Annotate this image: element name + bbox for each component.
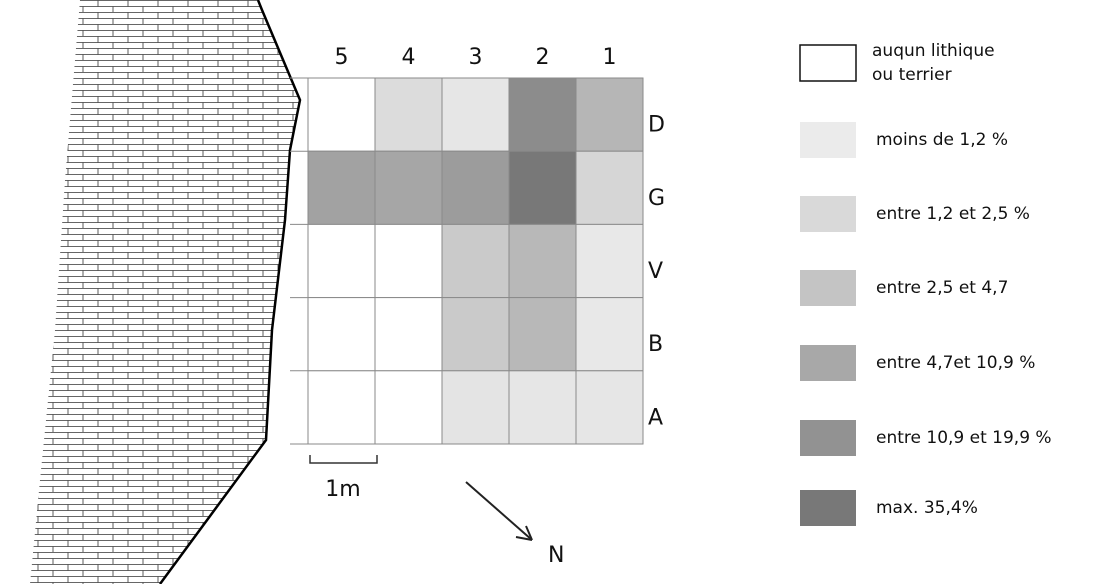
legend-swatch bbox=[800, 420, 856, 456]
grid-cell bbox=[575, 77, 644, 152]
grid-cell bbox=[374, 150, 443, 225]
column-label: 4 bbox=[402, 45, 416, 70]
excavation-grid: 5 4 3 2 1 D G V B A bbox=[290, 45, 665, 445]
legend-swatch bbox=[800, 270, 856, 306]
grid-cell bbox=[374, 370, 443, 445]
row-label: A bbox=[648, 405, 663, 430]
legend-label: entre 4,7et 10,9 % bbox=[876, 353, 1035, 373]
legend-swatch bbox=[799, 44, 857, 82]
grid-cell bbox=[441, 77, 510, 152]
column-label: 5 bbox=[335, 45, 349, 70]
row-label: V bbox=[648, 259, 663, 284]
column-label: 2 bbox=[536, 45, 550, 70]
scale-line bbox=[309, 455, 378, 464]
grid-cell bbox=[508, 297, 577, 372]
legend-label: max. 35,4% bbox=[876, 498, 978, 518]
scale-bar: 1m bbox=[309, 455, 378, 502]
legend-label: ou terrier bbox=[872, 65, 952, 85]
grid-cell bbox=[508, 77, 577, 152]
grid-cell bbox=[441, 223, 510, 299]
legend-label: entre 2,5 et 4,7 bbox=[876, 278, 1008, 298]
grid-cell bbox=[441, 370, 510, 445]
grid-cell bbox=[508, 150, 577, 225]
row-label: G bbox=[648, 186, 665, 211]
wall bbox=[30, 0, 300, 584]
grid-cell bbox=[575, 150, 644, 225]
grid-cell bbox=[575, 370, 644, 445]
grid-cell bbox=[575, 223, 644, 299]
grid-cell bbox=[307, 223, 376, 299]
grid-cell bbox=[307, 77, 376, 152]
scale-label: 1m bbox=[325, 477, 360, 502]
grid-cell bbox=[441, 150, 510, 225]
grid-cell bbox=[307, 150, 376, 225]
row-label: B bbox=[648, 332, 663, 357]
legend-swatch bbox=[800, 196, 856, 232]
row-label: D bbox=[648, 113, 665, 138]
grid-cell bbox=[374, 297, 443, 372]
column-label: 3 bbox=[469, 45, 483, 70]
legend-label: auqun lithique bbox=[872, 41, 995, 61]
arrow-line bbox=[465, 481, 533, 541]
legend-label: moins de 1,2 % bbox=[876, 130, 1008, 150]
grid-cell bbox=[575, 297, 644, 372]
grid-cell bbox=[374, 77, 443, 152]
arrow-head bbox=[515, 525, 533, 541]
legend-label: entre 1,2 et 2,5 % bbox=[876, 204, 1030, 224]
legend-label: entre 10,9 et 19,9 % bbox=[876, 428, 1052, 448]
north-arrow: N bbox=[465, 481, 564, 568]
wall-edge bbox=[158, 0, 302, 584]
legend: auqun lithique ou terrier moins de 1,2 % en… bbox=[799, 41, 1052, 526]
grid-cell bbox=[307, 370, 376, 445]
grid-cell bbox=[508, 370, 577, 445]
legend-swatch bbox=[800, 490, 856, 526]
column-label: 1 bbox=[603, 45, 617, 70]
grid-cell bbox=[441, 297, 510, 372]
grid-cell bbox=[508, 223, 577, 299]
north-label: N bbox=[548, 543, 564, 568]
legend-swatch bbox=[800, 345, 856, 381]
grid-cell bbox=[307, 297, 376, 372]
grid-cell bbox=[374, 223, 443, 299]
legend-swatch bbox=[800, 122, 856, 158]
